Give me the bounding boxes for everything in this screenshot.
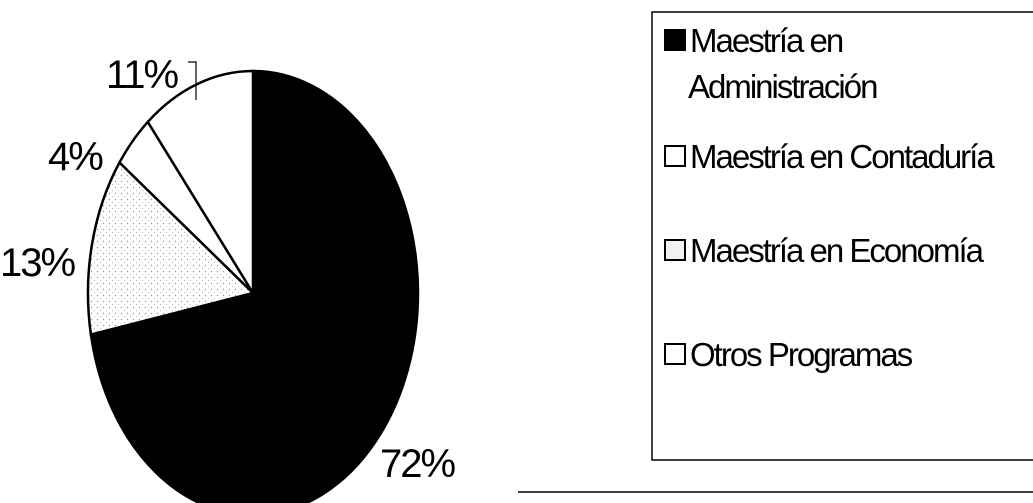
legend-swatch — [664, 145, 686, 167]
leader-otros — [188, 61, 197, 100]
pie-slices — [86, 69, 420, 503]
legend-swatch — [664, 239, 686, 261]
legend-item-otros: Otros Programas — [664, 336, 915, 373]
slice-administracion — [89, 69, 420, 503]
legend-label: Maestría en Contaduría — [690, 138, 995, 175]
legend-swatch — [664, 29, 686, 51]
label-administracion: 72% — [380, 442, 455, 486]
legend-label: Maestría en Economía — [690, 232, 985, 269]
slice-labels: 72% 13% 4%11% — [0, 53, 457, 486]
leader-lines — [86, 61, 197, 155]
legend: Maestría en Administración Maestría en Con… — [651, 11, 1033, 461]
legend-swatch — [664, 343, 686, 365]
legend-item-contaduria: Maestría en Contaduría — [664, 138, 997, 175]
label-contaduria: 13% — [0, 241, 75, 285]
legend-label: Otros Programas — [690, 336, 913, 373]
slice-otros — [146, 69, 255, 298]
legend-label: Administración — [688, 68, 877, 105]
label-economia: 4% — [48, 135, 103, 179]
legend-item-administracion: Maestría en Administración — [664, 22, 879, 105]
label-otros: 11% — [106, 53, 179, 97]
slice-contaduria — [86, 160, 256, 337]
legend-item-economia: Maestría en Economía — [664, 232, 987, 269]
legend-label: Maestría en — [690, 22, 843, 59]
legend-border — [651, 11, 1033, 461]
